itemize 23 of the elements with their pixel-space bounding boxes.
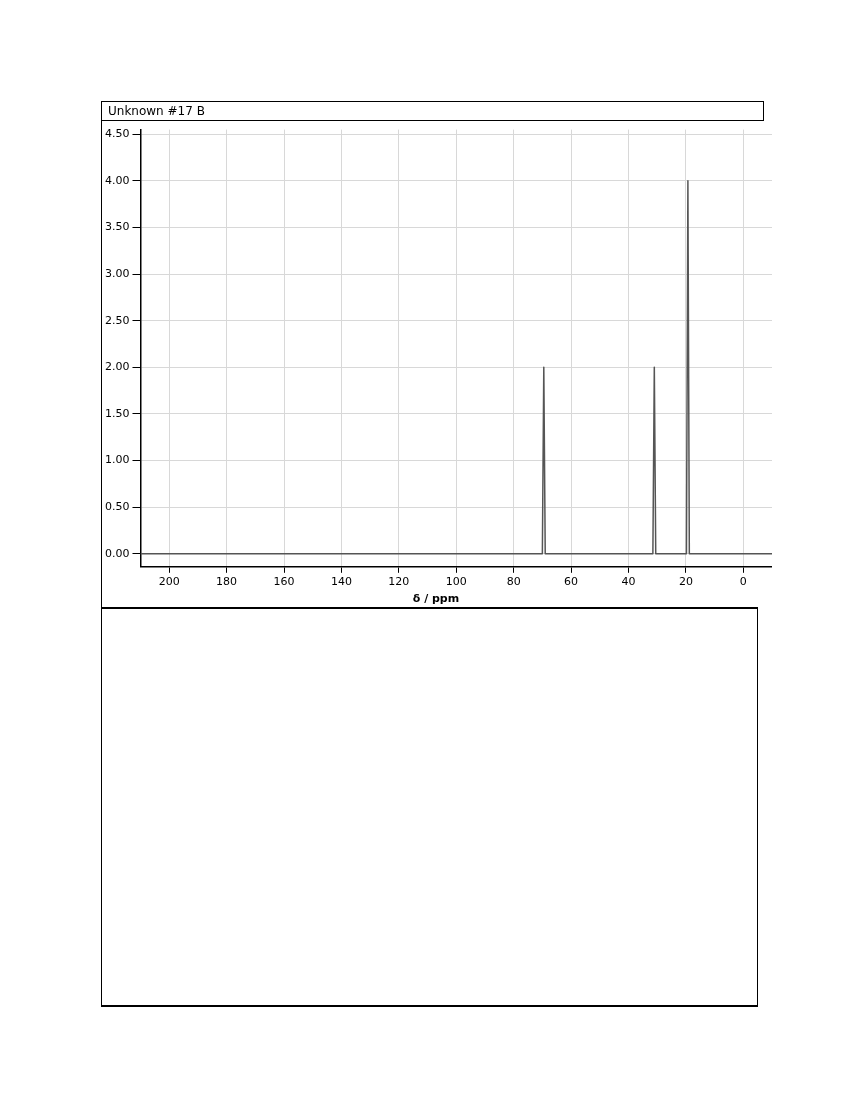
x-tick-label: 140 [330, 575, 352, 589]
y-tick-label: 1.00 [104, 453, 130, 467]
y-tick-label: 0.50 [104, 500, 130, 513]
x-tick-label: 100 [445, 575, 467, 589]
x-tick-label: 160 [273, 575, 295, 589]
y-tick-label: 0.00 [104, 546, 130, 560]
x-tick-label: 0 [739, 575, 747, 589]
y-tick-label: 2.50 [104, 313, 130, 327]
y-tick-label: 2.00 [104, 360, 130, 374]
y-tick-label: 1.50 [104, 406, 130, 420]
x-axis-title: δ / ppm [411, 592, 461, 605]
x-tick-label: 40 [621, 575, 636, 589]
x-tick-label: 180 [216, 575, 238, 589]
x-tick-label: 20 [678, 575, 693, 589]
x-tick-label: 80 [506, 575, 521, 589]
y-tick-label: 4.50 [104, 127, 130, 141]
y-tick-label: 3.50 [104, 220, 130, 234]
x-tick-label: 60 [564, 575, 579, 589]
y-tick-label: 3.00 [104, 266, 130, 280]
y-tick-label: 4.00 [104, 173, 130, 187]
x-tick-label: 120 [388, 575, 410, 589]
x-tick-label: 200 [158, 575, 180, 589]
chart-title: Unknown #17 B [101, 101, 764, 121]
